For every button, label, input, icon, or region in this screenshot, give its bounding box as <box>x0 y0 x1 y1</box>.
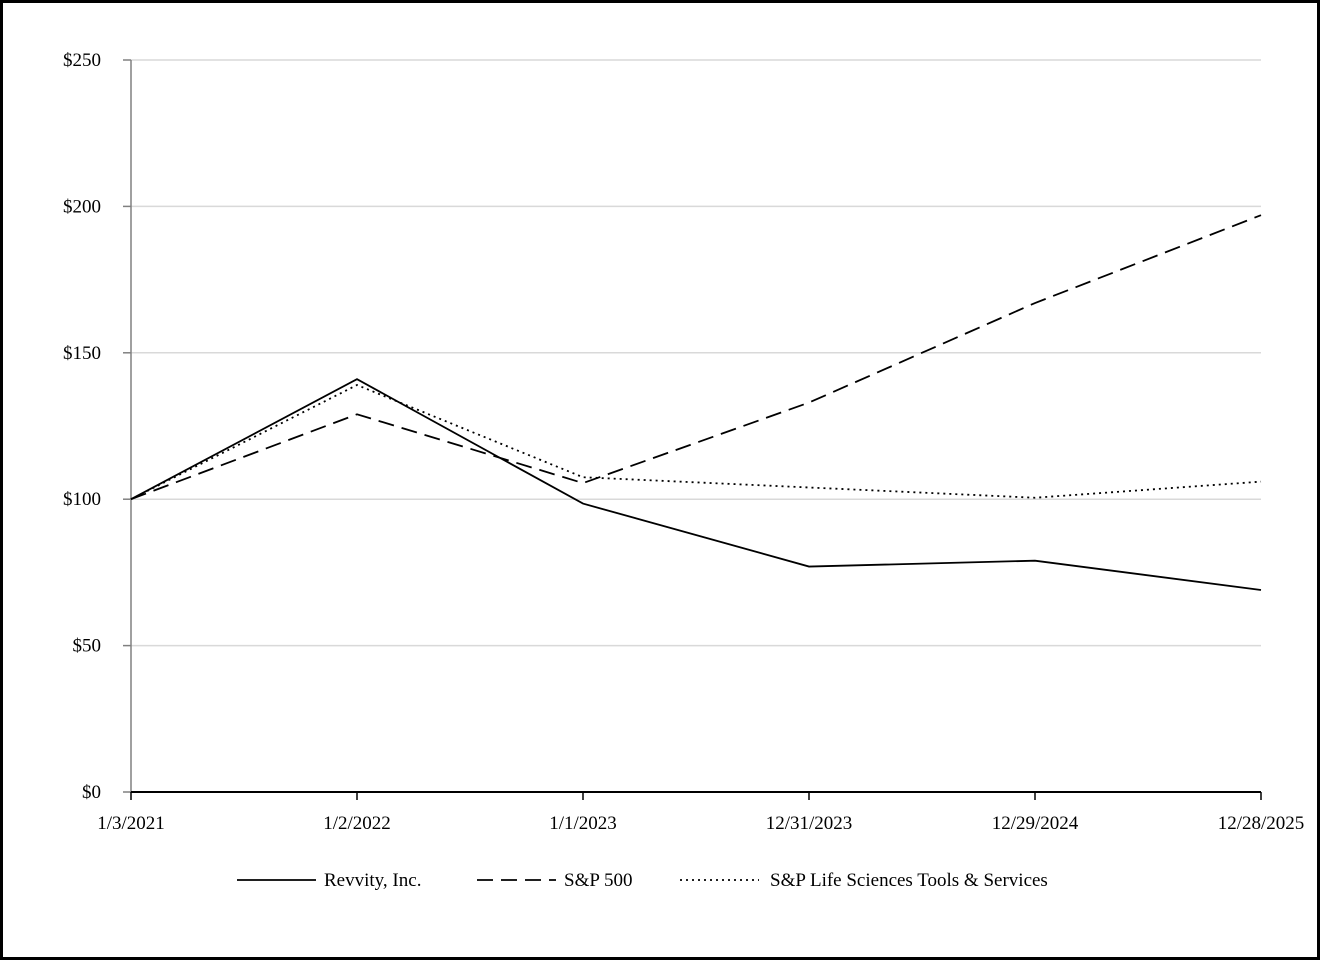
series-line-2 <box>130 384 1262 501</box>
x-tick-label-3: 12/31/2023 <box>766 813 853 834</box>
y-tick-label-2: $100 <box>63 489 101 510</box>
legend-label-2: S&P Life Sciences Tools & Services <box>770 870 1048 891</box>
legend-label-1: S&P 500 <box>564 870 632 891</box>
line-chart: $0 $50 $100 $150 $200 $250 1/3/2021 1/2/2022 1/1… <box>63 50 1305 891</box>
x-tick-label-2: 1/1/2023 <box>549 813 617 834</box>
series-line-0 <box>130 378 1262 591</box>
legend-label-0: Revvity, Inc. <box>324 870 421 891</box>
y-tick-label-0: $0 <box>82 782 101 803</box>
y-tick-label-4: $200 <box>63 196 101 217</box>
x-tick-label-5: 12/28/2025 <box>1218 813 1305 834</box>
y-tick-label-3: $150 <box>63 343 101 364</box>
series-line-1 <box>130 214 1262 501</box>
x-tick-label-4: 12/29/2024 <box>992 813 1079 834</box>
x-tick-label-1: 1/2/2022 <box>323 813 391 834</box>
y-tick-label-1: $50 <box>73 636 102 657</box>
x-tick-label-0: 1/3/2021 <box>97 813 165 834</box>
y-tick-label-5: $250 <box>63 50 101 71</box>
